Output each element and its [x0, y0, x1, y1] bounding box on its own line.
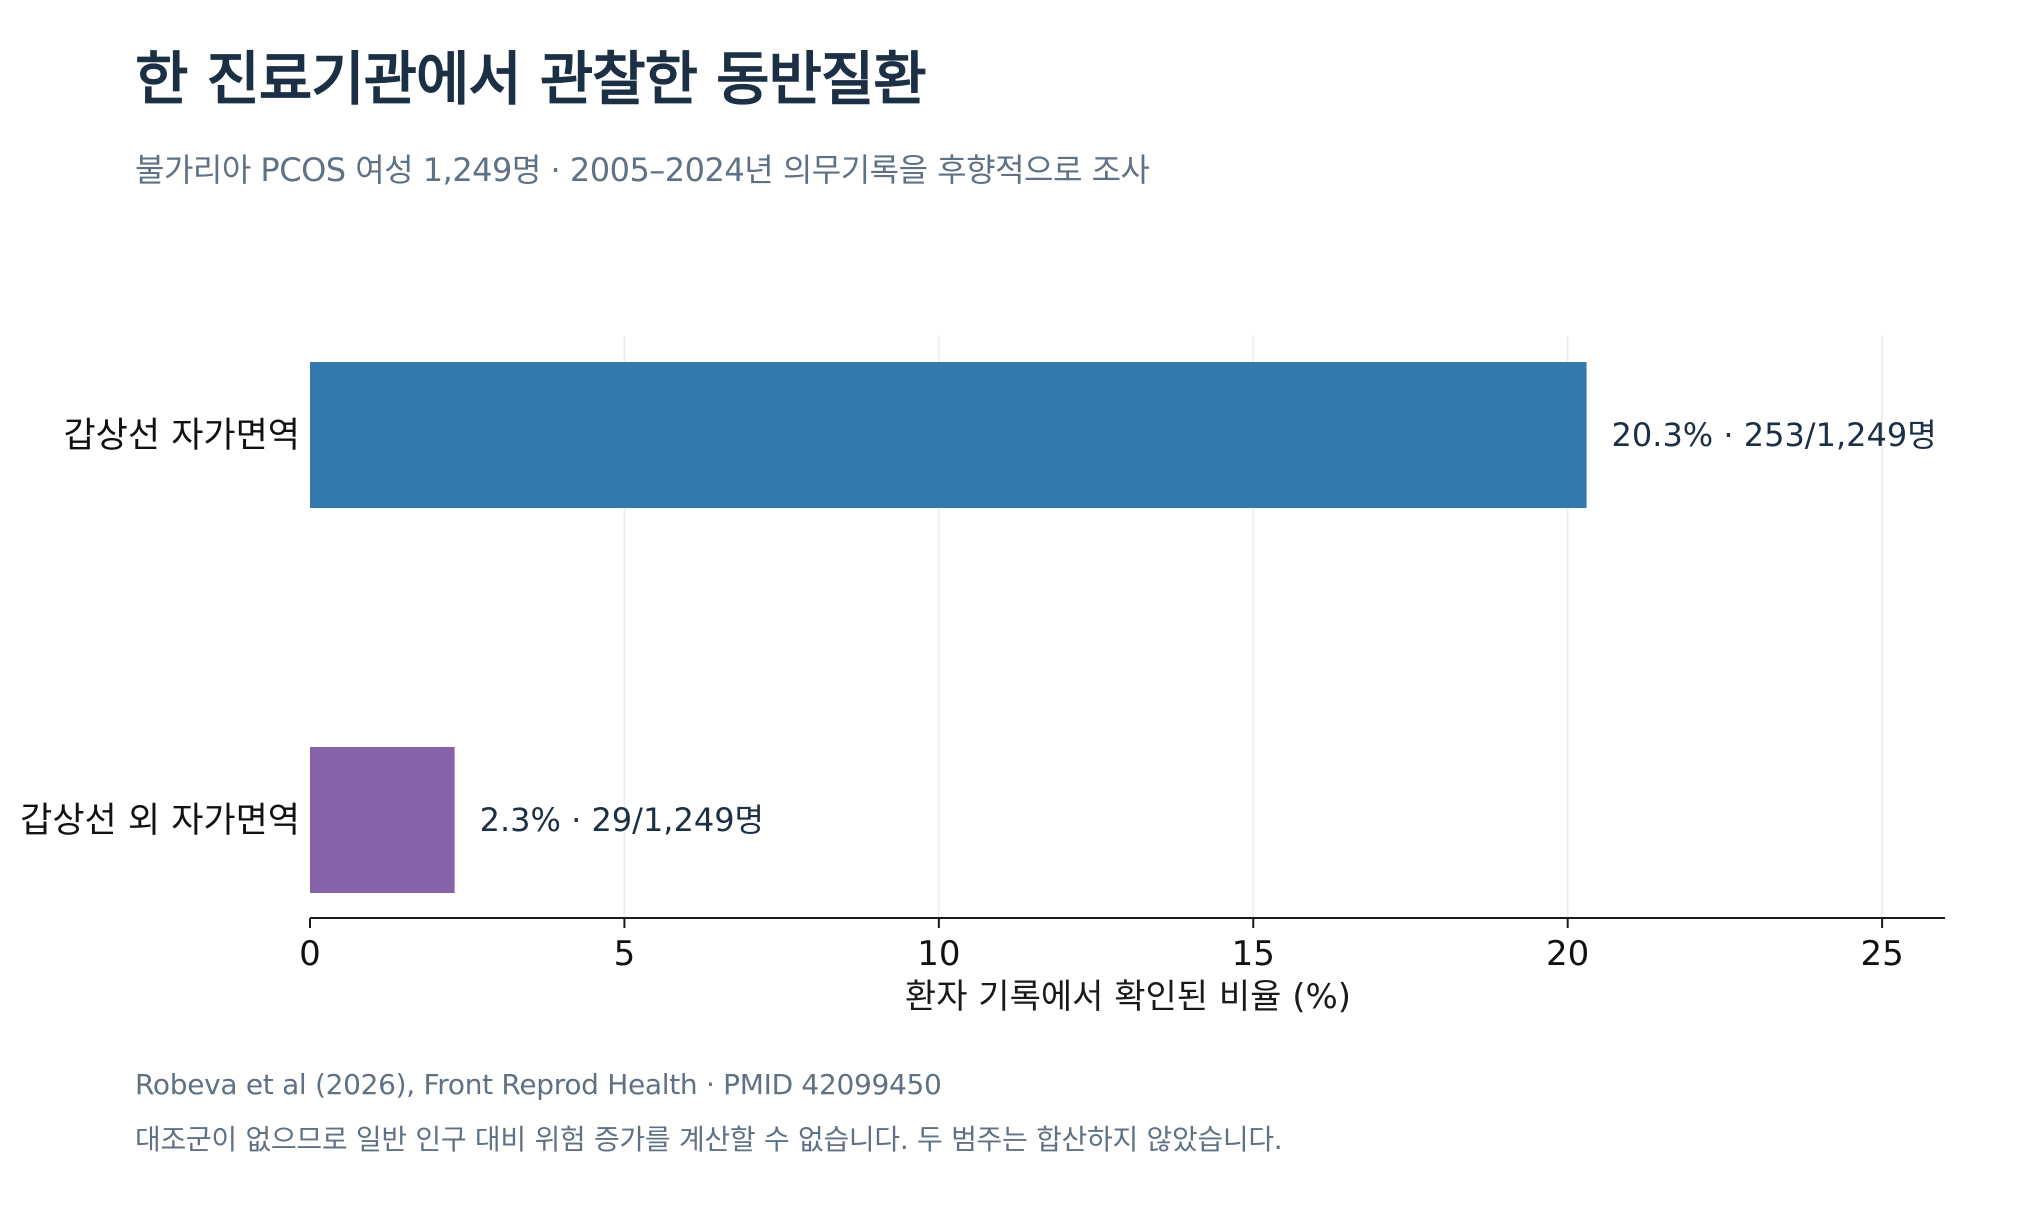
- x-tick-label-0: 0: [299, 934, 321, 974]
- x-tick-label-5: 25: [1860, 934, 1903, 974]
- bar-1: [310, 747, 455, 893]
- chart-title: 한 진료기관에서 관찰한 동반질환: [135, 45, 927, 113]
- x-tick-label-3: 15: [1232, 934, 1275, 974]
- category-label-0: 갑상선 자가면역: [63, 416, 300, 456]
- bar-0: [310, 362, 1587, 508]
- data-labels: 20.3% · 253/1,249명 2.3% · 29/1,249명: [480, 416, 1937, 839]
- category-label-1: 갑상선 외 자가면역: [20, 801, 300, 841]
- x-tick-label-4: 20: [1546, 934, 1589, 974]
- bars: [310, 362, 1587, 893]
- caveat-note: 대조군이 없으므로 일반 인구 대비 위험 증가를 계산할 수 없습니다. 두 …: [135, 1123, 1283, 1156]
- data-label-0: 20.3% · 253/1,249명: [1612, 416, 1937, 454]
- x-axis-label: 환자 기록에서 확인된 비율 (%): [905, 977, 1351, 1017]
- chart-subtitle: 불가리아 PCOS 여성 1,249명 · 2005–2024년 의무기록을 후…: [135, 151, 1150, 189]
- x-tick-label-1: 5: [614, 934, 636, 974]
- source-note: Robeva et al (2026), Front Reprod Health…: [135, 1068, 942, 1101]
- x-axis: 0 5 10 15 20 25: [299, 917, 1945, 974]
- x-tick-label-2: 10: [917, 934, 960, 974]
- data-label-1: 2.3% · 29/1,249명: [480, 801, 764, 839]
